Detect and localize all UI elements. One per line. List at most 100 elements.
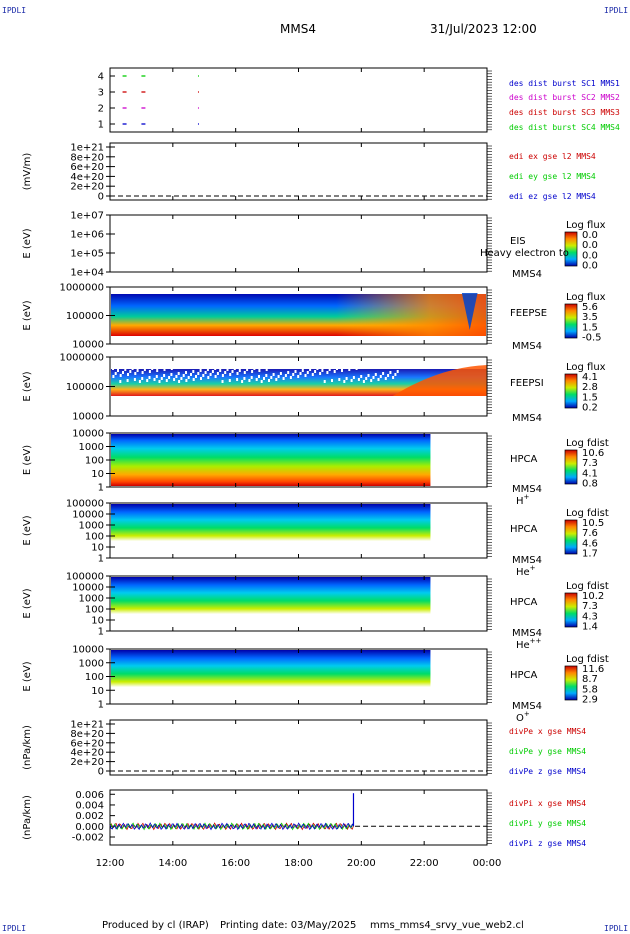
instrument-label: HPCA — [510, 670, 538, 681]
y-tick-label: 2e+20 — [70, 757, 104, 768]
colorbar-tick-label: 7.6 — [582, 528, 598, 539]
y-axis-label: E (eV) — [22, 228, 33, 258]
hpca-hepp-spectrogram — [111, 577, 431, 630]
feepsi-speckle — [192, 370, 195, 373]
time-tick-label: 16:00 — [221, 858, 250, 869]
feepsi-speckle — [236, 372, 239, 375]
instrument-label: FEEPSI — [510, 378, 544, 389]
feepsi-speckle — [260, 380, 263, 383]
colorbar-tick-label: 0.2 — [582, 402, 598, 413]
colorbar — [564, 303, 578, 339]
feepsi-speckle — [309, 368, 312, 371]
spacecraft-label: MMS4 — [512, 413, 542, 424]
feepsi-speckle — [119, 374, 122, 377]
y-axis-label: E (eV) — [22, 588, 33, 618]
feepsi-speckle — [279, 372, 282, 375]
y-tick-label: 100 — [85, 672, 104, 683]
feepsi-speckle — [248, 379, 251, 382]
y-tick-label: 1e+05 — [70, 249, 104, 260]
feepsi-speckle — [362, 380, 365, 383]
feepsi-speckle — [241, 380, 244, 383]
feepsi-speckle — [272, 373, 275, 376]
edi-panel-frame — [109, 142, 488, 201]
footer-produced: Produced by cl (IRAP) — [102, 920, 209, 931]
feepsi-speckle — [175, 375, 178, 378]
feepsi-speckle — [221, 374, 224, 377]
time-tick-label: 20:00 — [347, 858, 376, 869]
feepsi-speckle — [185, 371, 187, 374]
y-tick-label: 100000 — [66, 382, 104, 393]
y-tick-label: 4 — [98, 72, 104, 83]
colorbar — [564, 373, 578, 409]
colorbar-tick-label: 5.6 — [582, 302, 598, 313]
feepsi-speckle — [350, 379, 353, 382]
feepsi-speckle — [314, 370, 317, 373]
colorbar-title: Log fdist — [566, 581, 609, 592]
colorbar — [564, 231, 578, 267]
corner-label-bottom-right: IPDLI — [604, 924, 629, 933]
instrument-label: HPCA — [510, 524, 538, 535]
legend-entry: edi ex gse l2 MMS4 — [509, 152, 596, 161]
y-tick-label: 1 — [98, 627, 104, 638]
y-tick-label: 100000 — [66, 311, 104, 322]
feepsi-enhancement — [392, 365, 487, 396]
y-axis-label: E (eV) — [22, 445, 33, 475]
y-tick-label: 1000 — [79, 594, 104, 605]
colorbar-tick-label: 1.5 — [582, 322, 598, 333]
feepsi-speckle — [331, 379, 333, 382]
feepsi-speckle — [265, 368, 268, 371]
feepsi-speckle — [204, 371, 207, 374]
feepsi-speckle — [233, 367, 236, 370]
legend-entry: divPi y gse MMS4 — [509, 819, 586, 828]
feepsi-speckle — [258, 375, 260, 378]
y-tick-label: 100 — [85, 532, 104, 543]
feepsi-speckle — [336, 367, 338, 370]
feepsi-speckle — [355, 367, 358, 370]
y-axis-label: (mV/m) — [22, 153, 33, 191]
feepsi-speckle — [177, 372, 180, 375]
feepsi-speckle — [374, 373, 377, 376]
divpi-panel-frame — [109, 789, 488, 846]
y-tick-label: 2 — [98, 104, 104, 115]
colorbar-tick-label: 4.3 — [582, 611, 598, 622]
feepsi-speckle — [333, 370, 336, 373]
y-axis-label: E (eV) — [22, 515, 33, 545]
colorbar-tick-label: -0.5 — [582, 332, 602, 343]
feepsi-speckle — [163, 368, 166, 371]
feepsi-speckle — [187, 376, 190, 379]
divpi-trace — [109, 822, 354, 831]
colorbar-tick-label: 0.0 — [582, 230, 598, 241]
legend-entry: des dist burst SC1 MMS1 — [509, 79, 620, 88]
colorbar-tick-label: 3.5 — [582, 312, 598, 323]
species-charge: + — [524, 710, 530, 718]
feepsi-speckle — [112, 375, 115, 378]
colorbar-title: Log fdist — [566, 438, 609, 449]
feepsi-speckle — [306, 371, 309, 374]
feepsi-speckle — [153, 378, 156, 381]
feepsi-speckle — [141, 371, 144, 374]
feepsi-speckle — [207, 376, 210, 379]
feepsi-speckle — [243, 371, 246, 374]
species-label: H+ — [516, 493, 530, 507]
footer-printed: Printing date: 03/May/2025 — [220, 920, 357, 931]
y-tick-label: -0.002 — [72, 832, 104, 843]
colorbar-tick-label: 11.6 — [582, 664, 604, 675]
divpi-trace — [109, 822, 354, 831]
legend-entry: des dist burst SC4 MMS4 — [509, 123, 620, 132]
feepsi-speckle — [236, 378, 239, 381]
feepsi-speckle — [122, 371, 124, 374]
feepsi-speckle — [287, 371, 290, 374]
feepsi-speckle — [170, 367, 173, 370]
feepsi-speckle — [185, 379, 188, 382]
corner-label-top-left: IPDLI — [2, 6, 27, 15]
divpe-panel-frame — [109, 719, 488, 776]
feepsi-speckle — [284, 374, 287, 377]
colorbar-tick-label: 8.7 — [582, 674, 598, 685]
feepsi-speckle — [197, 372, 200, 375]
feepsi-speckle — [338, 378, 341, 381]
hpca-h-spectrogram — [111, 434, 431, 486]
y-tick-label: 100 — [85, 605, 104, 616]
spacecraft-label: MMS4 — [512, 341, 542, 352]
feepsi-speckle — [192, 378, 195, 381]
feepsi-speckle — [377, 378, 380, 381]
